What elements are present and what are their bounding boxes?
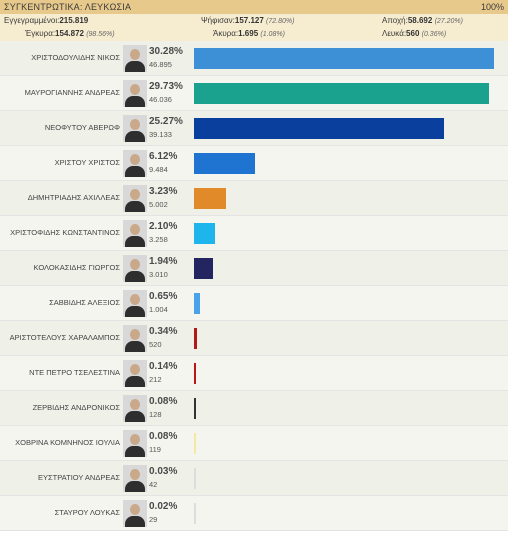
candidate-name: ΖΕΡΒΙΔΗΣ ΑΝΔΡΟΝΙΚΟΣ bbox=[32, 403, 120, 412]
candidate-bar bbox=[194, 328, 198, 349]
candidate-photo bbox=[123, 395, 147, 422]
candidate-row: ΜΑΥΡΟΓΙΑΝΝΗΣ ΑΝΔΡΕΑΣ 29.73% 46.036 bbox=[0, 76, 508, 111]
candidate-percent: 0.02% bbox=[149, 501, 178, 512]
candidate-votes: 119 bbox=[149, 445, 161, 454]
candidate-name: ΧΡΙΣΤΟΥ ΧΡΙΣΤΟΣ bbox=[54, 158, 120, 167]
candidate-row: ΧΡΙΣΤΟΦΙΔΗΣ ΚΩΝΣΤΑΝΤΙΝΟΣ 2.10% 3.258 bbox=[0, 216, 508, 251]
candidate-bar bbox=[194, 258, 214, 279]
candidate-votes: 1.004 bbox=[149, 305, 168, 314]
candidate-votes: 29 bbox=[149, 515, 158, 524]
candidate-bar bbox=[194, 188, 226, 209]
candidate-row: ΣΤΑΥΡΟΥ ΛΟΥΚΑΣ 0.02% 29 bbox=[0, 496, 508, 531]
candidate-votes: 128 bbox=[149, 410, 162, 419]
candidate-bar bbox=[194, 433, 196, 454]
candidate-row: ΔΗΜΗΤΡΙΑΔΗΣ ΑΧΙΛΛΕΑΣ 3.23% 5.002 bbox=[0, 181, 508, 216]
candidate-photo bbox=[123, 325, 147, 352]
candidate-name: ΧΡΙΣΤΟΦΙΔΗΣ ΚΩΝΣΤΑΝΤΙΝΟΣ bbox=[10, 228, 120, 237]
candidate-photo bbox=[123, 500, 147, 527]
candidate-bar bbox=[194, 118, 445, 139]
candidate-list: ΧΡΙΣΤΟΔΟΥΛΙΔΗΣ ΝΙΚΟΣ 30.28% 46.895 ΜΑΥΡΟΓΙΑ… bbox=[0, 41, 508, 531]
candidate-votes: 39.133 bbox=[149, 130, 172, 139]
candidate-name: ΣΑΒΒΙΔΗΣ ΑΛΕΞΙΟΣ bbox=[49, 298, 120, 307]
candidate-votes: 3.010 bbox=[149, 270, 168, 279]
candidate-photo bbox=[123, 45, 147, 72]
candidate-percent: 25.27% bbox=[149, 116, 183, 127]
candidate-bar bbox=[194, 398, 196, 419]
candidate-row: ΝΤΕ ΠΕΤΡΟ ΤΣΕΛΕΣΤΙΝΑ 0.14% 212 bbox=[0, 356, 508, 391]
candidate-photo bbox=[123, 430, 147, 457]
candidate-percent: 29.73% bbox=[149, 81, 183, 92]
counted-percent: 100% bbox=[480, 2, 504, 12]
candidate-name: ΔΗΜΗΤΡΙΑΔΗΣ ΑΧΙΛΛΕΑΣ bbox=[27, 193, 120, 202]
candidate-votes: 46.036 bbox=[149, 95, 172, 104]
candidate-photo bbox=[123, 290, 147, 317]
registered-stat: Εγγεγραμμένοι:215.819 bbox=[4, 16, 89, 25]
header-bar: ΣΥΓΚΕΝΤΡΩΤΙΚΑ: ΛΕΥΚΩΣΙΑ 100% bbox=[0, 0, 508, 14]
candidate-name: ΚΟΛΟΚΑΣΙΔΗΣ ΓΙΩΡΓΟΣ bbox=[33, 263, 120, 272]
candidate-row: ΧΟΒΡΙΝΑ ΚΟΜΝΗΝΟΣ ΙΟΥΛΙΑ 0.08% 119 bbox=[0, 426, 508, 461]
candidate-row: ΧΡΙΣΤΟΥ ΧΡΙΣΤΟΣ 6.12% 9.484 bbox=[0, 146, 508, 181]
candidate-name: ΝΕΟΦΥΤΟΥ ΑΒΕΡΩΦ bbox=[44, 123, 120, 132]
candidate-votes: 5.002 bbox=[149, 200, 168, 209]
candidate-photo bbox=[123, 220, 147, 247]
candidate-bar bbox=[194, 293, 201, 314]
candidate-votes: 46.895 bbox=[149, 60, 172, 69]
candidate-percent: 3.23% bbox=[149, 186, 178, 197]
candidate-percent: 0.34% bbox=[149, 326, 178, 337]
candidate-photo bbox=[123, 255, 147, 282]
candidate-percent: 30.28% bbox=[149, 46, 183, 57]
candidate-votes: 520 bbox=[149, 340, 162, 349]
candidate-bar bbox=[194, 83, 489, 104]
candidate-name: ΕΥΣΤΡΑΤΙΟΥ ΑΝΔΡΕΑΣ bbox=[38, 473, 120, 482]
candidate-percent: 0.03% bbox=[149, 466, 178, 477]
candidate-name: ΝΤΕ ΠΕΤΡΟ ΤΣΕΛΕΣΤΙΝΑ bbox=[29, 368, 120, 377]
candidate-photo bbox=[123, 360, 147, 387]
candidate-name: ΧΟΒΡΙΝΑ ΚΟΜΝΗΝΟΣ ΙΟΥΛΙΑ bbox=[15, 438, 120, 447]
candidate-row: ΕΥΣΤΡΑΤΙΟΥ ΑΝΔΡΕΑΣ 0.03% 42 bbox=[0, 461, 508, 496]
candidate-percent: 0.08% bbox=[149, 431, 178, 442]
candidate-bar bbox=[194, 363, 196, 384]
candidate-bar bbox=[194, 153, 255, 174]
candidate-row: ΚΟΛΟΚΑΣΙΔΗΣ ΓΙΩΡΓΟΣ 1.94% 3.010 bbox=[0, 251, 508, 286]
candidate-photo bbox=[123, 465, 147, 492]
candidate-photo bbox=[123, 80, 147, 107]
candidate-row: ΣΑΒΒΙΔΗΣ ΑΛΕΞΙΟΣ 0.65% 1.004 bbox=[0, 286, 508, 321]
summary-stats: Εγγεγραμμένοι:215.819 Ψήφισαν:157.127 (7… bbox=[0, 14, 508, 41]
candidate-percent: 0.14% bbox=[149, 361, 178, 372]
candidate-name: ΧΡΙΣΤΟΔΟΥΛΙΔΗΣ ΝΙΚΟΣ bbox=[31, 53, 120, 62]
voted-stat: Ψήφισαν:157.127 (72.80%) bbox=[201, 16, 295, 25]
candidate-bar bbox=[194, 223, 215, 244]
candidate-percent: 1.94% bbox=[149, 256, 178, 267]
candidate-name: ΜΑΥΡΟΓΙΑΝΝΗΣ ΑΝΔΡΕΑΣ bbox=[24, 88, 120, 97]
candidate-row: ΧΡΙΣΤΟΔΟΥΛΙΔΗΣ ΝΙΚΟΣ 30.28% 46.895 bbox=[0, 41, 508, 76]
candidate-photo bbox=[123, 150, 147, 177]
candidate-votes: 42 bbox=[149, 480, 158, 489]
candidate-votes: 212 bbox=[149, 375, 162, 384]
candidate-row: ΖΕΡΒΙΔΗΣ ΑΝΔΡΟΝΙΚΟΣ 0.08% 128 bbox=[0, 391, 508, 426]
candidate-percent: 2.10% bbox=[149, 221, 178, 232]
candidate-votes: 9.484 bbox=[149, 165, 168, 174]
candidate-percent: 0.65% bbox=[149, 291, 178, 302]
candidate-percent: 6.12% bbox=[149, 151, 178, 162]
candidate-row: ΑΡΙΣΤΟΤΕΛΟΥΣ ΧΑΡΑΛΑΜΠΟΣ 0.34% 520 bbox=[0, 321, 508, 356]
candidate-votes: 3.258 bbox=[149, 235, 168, 244]
candidate-photo bbox=[123, 115, 147, 142]
candidate-percent: 0.08% bbox=[149, 396, 178, 407]
valid-stat: Έγκυρα:154.872 (98.56%) bbox=[25, 29, 115, 38]
candidate-row: ΝΕΟΦΥΤΟΥ ΑΒΕΡΩΦ 25.27% 39.133 bbox=[0, 111, 508, 146]
candidate-photo bbox=[123, 185, 147, 212]
candidate-name: ΑΡΙΣΤΟΤΕΛΟΥΣ ΧΑΡΑΛΑΜΠΟΣ bbox=[9, 333, 120, 342]
abstention-stat: Αποχή:58.692 (27.20%) bbox=[382, 16, 463, 25]
candidate-bar bbox=[194, 468, 196, 489]
candidate-name: ΣΤΑΥΡΟΥ ΛΟΥΚΑΣ bbox=[54, 508, 120, 517]
candidate-bar bbox=[194, 48, 494, 69]
blank-stat: Λευκά:560 (0.36%) bbox=[382, 29, 447, 38]
invalid-stat: Άκυρα:1.695 (1.08%) bbox=[213, 29, 285, 38]
candidate-bar bbox=[194, 503, 196, 524]
page-title: ΣΥΓΚΕΝΤΡΩΤΙΚΑ: ΛΕΥΚΩΣΙΑ bbox=[4, 2, 132, 12]
